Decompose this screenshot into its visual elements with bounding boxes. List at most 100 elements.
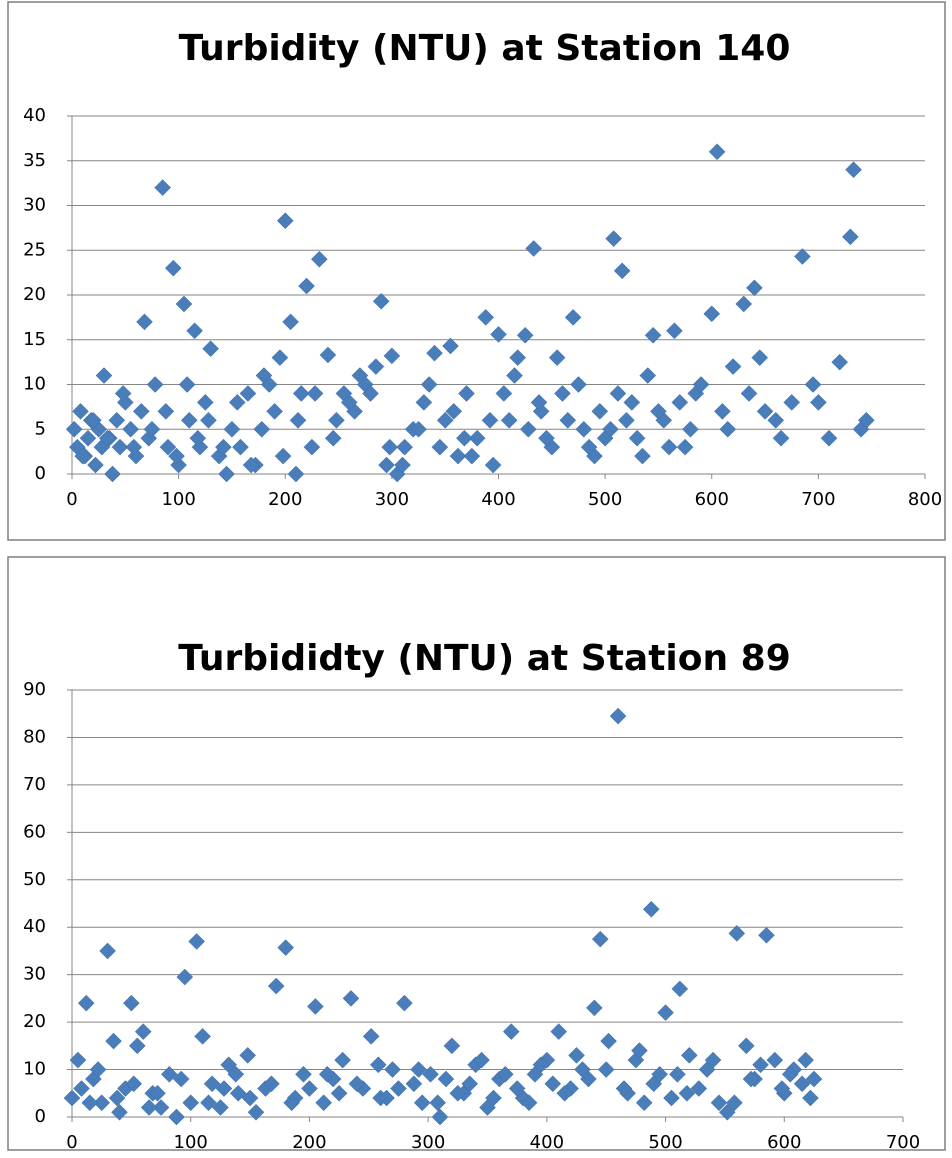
point — [200, 1094, 217, 1112]
point — [613, 262, 631, 280]
point — [186, 322, 203, 340]
point — [502, 1023, 520, 1040]
point — [663, 1089, 680, 1107]
point — [758, 926, 775, 944]
y-tick-label: 0 — [35, 1106, 46, 1127]
point — [481, 411, 499, 429]
point — [766, 1051, 784, 1069]
point — [485, 1089, 502, 1107]
point — [328, 411, 345, 429]
point — [728, 925, 746, 942]
point — [84, 411, 102, 429]
point — [132, 402, 150, 420]
point — [591, 930, 609, 948]
point — [495, 385, 513, 402]
point — [751, 349, 769, 367]
point — [639, 367, 657, 384]
point — [175, 295, 193, 313]
point — [247, 1103, 265, 1121]
point — [520, 1094, 538, 1112]
point — [228, 394, 246, 411]
point — [303, 438, 321, 456]
point — [318, 1065, 336, 1083]
point — [431, 438, 449, 456]
point — [570, 376, 587, 393]
point — [136, 313, 153, 331]
point — [168, 1108, 185, 1126]
point — [740, 385, 758, 402]
point — [378, 456, 395, 474]
x-tick-label: 100 — [161, 489, 195, 510]
point — [149, 1084, 166, 1102]
x-tick-label: 200 — [268, 489, 302, 510]
point — [631, 1042, 648, 1059]
point — [405, 1075, 423, 1093]
point — [615, 1080, 633, 1097]
point — [122, 420, 139, 438]
point — [692, 376, 710, 393]
point — [635, 1094, 653, 1112]
point — [623, 394, 641, 411]
point — [157, 402, 175, 420]
point — [708, 143, 726, 161]
x-tick-label: 300 — [411, 1132, 445, 1153]
point — [445, 402, 463, 420]
point — [628, 429, 646, 447]
x-tick-label: 400 — [481, 489, 515, 510]
x-tick-label: 600 — [695, 489, 729, 510]
x-tick-label: 200 — [292, 1132, 326, 1153]
point — [277, 939, 295, 956]
point — [756, 402, 774, 420]
point — [804, 376, 822, 393]
point — [276, 212, 294, 230]
point — [77, 994, 95, 1012]
point — [858, 411, 875, 429]
chart-border — [7, 556, 946, 1151]
point — [266, 402, 283, 420]
point — [477, 309, 495, 326]
point — [111, 438, 129, 456]
y-tick-label: 30 — [23, 964, 46, 985]
x-tick-label: 800 — [908, 489, 942, 510]
x-tick-label: 0 — [66, 1132, 77, 1153]
point — [600, 1032, 617, 1050]
chart-title: Turbidity (NTU) at Station 140 — [179, 28, 791, 69]
point — [324, 429, 342, 447]
point — [114, 385, 132, 402]
point — [105, 1032, 122, 1050]
point — [580, 1070, 597, 1088]
point — [180, 411, 198, 429]
point — [334, 1051, 352, 1069]
point — [95, 367, 113, 384]
point — [772, 429, 790, 447]
point — [125, 1075, 143, 1093]
point — [591, 402, 609, 420]
point — [220, 1056, 238, 1074]
point — [678, 1084, 696, 1102]
y-tick-label: 40 — [23, 105, 46, 126]
point — [108, 411, 126, 429]
point — [123, 994, 140, 1012]
x-tick-label: 400 — [530, 1132, 564, 1153]
point — [367, 358, 385, 375]
point — [384, 1061, 401, 1078]
point — [383, 347, 401, 365]
point — [554, 385, 571, 402]
point — [381, 438, 399, 456]
point — [609, 385, 627, 402]
x-tick-label: 0 — [66, 489, 77, 510]
point — [585, 999, 603, 1017]
point — [194, 1027, 211, 1045]
point — [456, 429, 473, 447]
point — [644, 326, 662, 344]
point — [618, 411, 635, 429]
x-tick-label: 100 — [174, 1132, 208, 1153]
point — [437, 1070, 455, 1088]
point — [660, 438, 678, 456]
point — [690, 1080, 708, 1097]
point — [241, 1089, 259, 1107]
point — [422, 1065, 439, 1083]
point — [263, 1075, 280, 1093]
point — [752, 1056, 769, 1074]
